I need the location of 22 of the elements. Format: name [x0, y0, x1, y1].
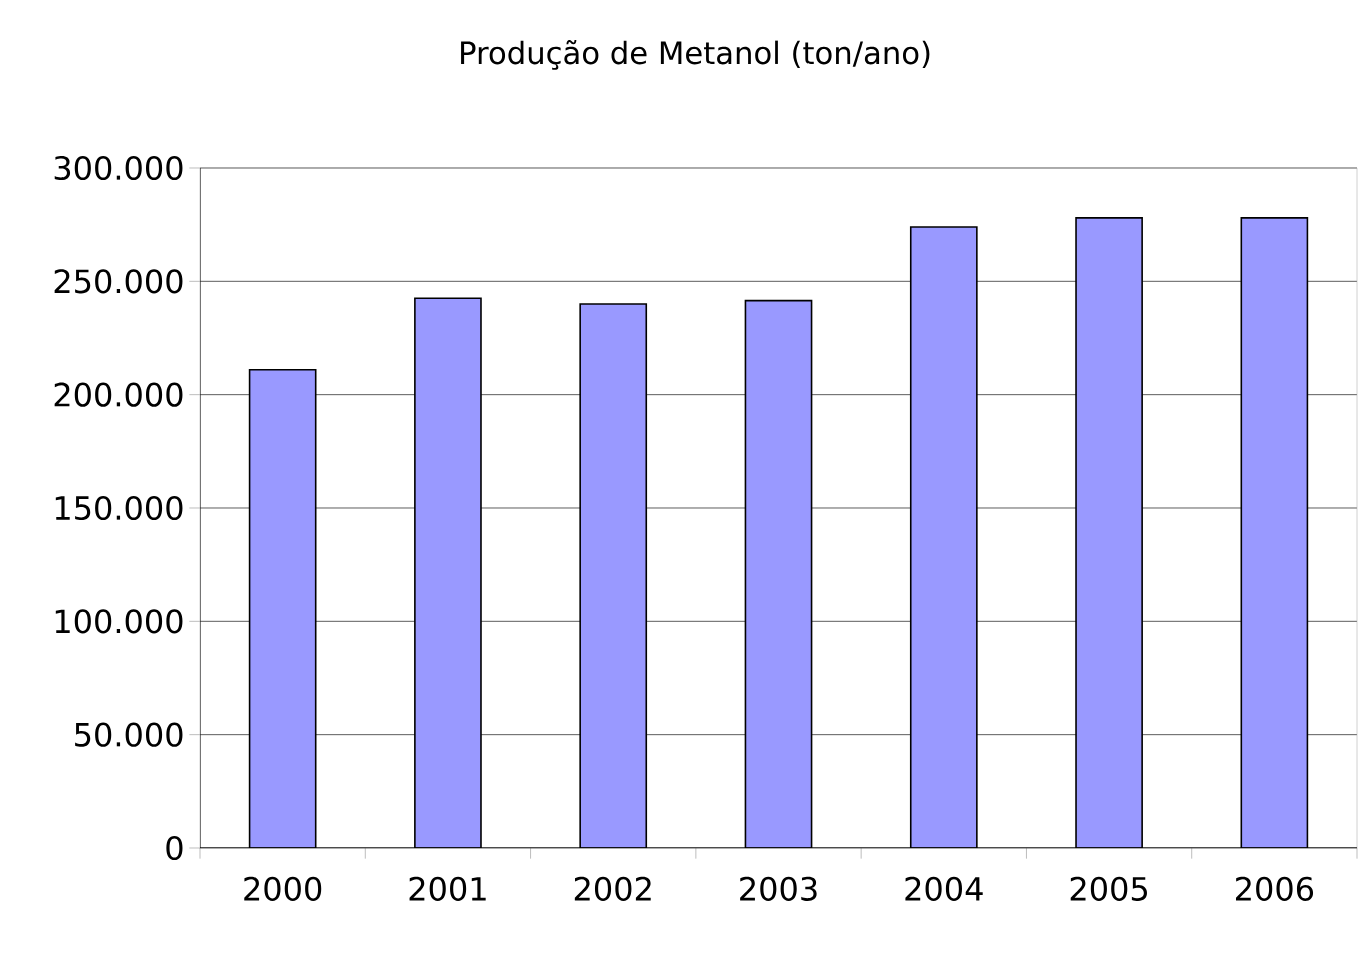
y-tick-label: 150.000: [55, 495, 183, 521]
bar: [580, 303, 647, 848]
chart-title: Produção de Metanol (ton/ano): [461, 40, 930, 70]
x-tick-label: 2005: [1070, 876, 1147, 901]
y-tick-label: 200.000: [54, 382, 183, 407]
bar: [745, 300, 812, 848]
x-tick-label: 2002: [574, 876, 651, 901]
x-tick-label: 2006: [1235, 876, 1314, 901]
bar: [1076, 217, 1143, 848]
y-tick-label: 100.000: [55, 609, 183, 634]
y-tick-label: 250.000: [54, 269, 183, 294]
x-tick-label: 2004: [905, 876, 983, 901]
bar: [1240, 217, 1309, 848]
bar: [414, 298, 481, 848]
x-tick-label: 2001: [409, 876, 486, 901]
y-tick-label: 50.000: [75, 722, 183, 747]
bar: [249, 369, 316, 848]
y-tick-label: 0: [166, 835, 183, 861]
y-tick-label: 300.000: [54, 155, 183, 181]
x-tick-label: 2000: [244, 876, 322, 901]
bar: [910, 226, 977, 848]
x-tick-label: 2003: [740, 876, 817, 901]
